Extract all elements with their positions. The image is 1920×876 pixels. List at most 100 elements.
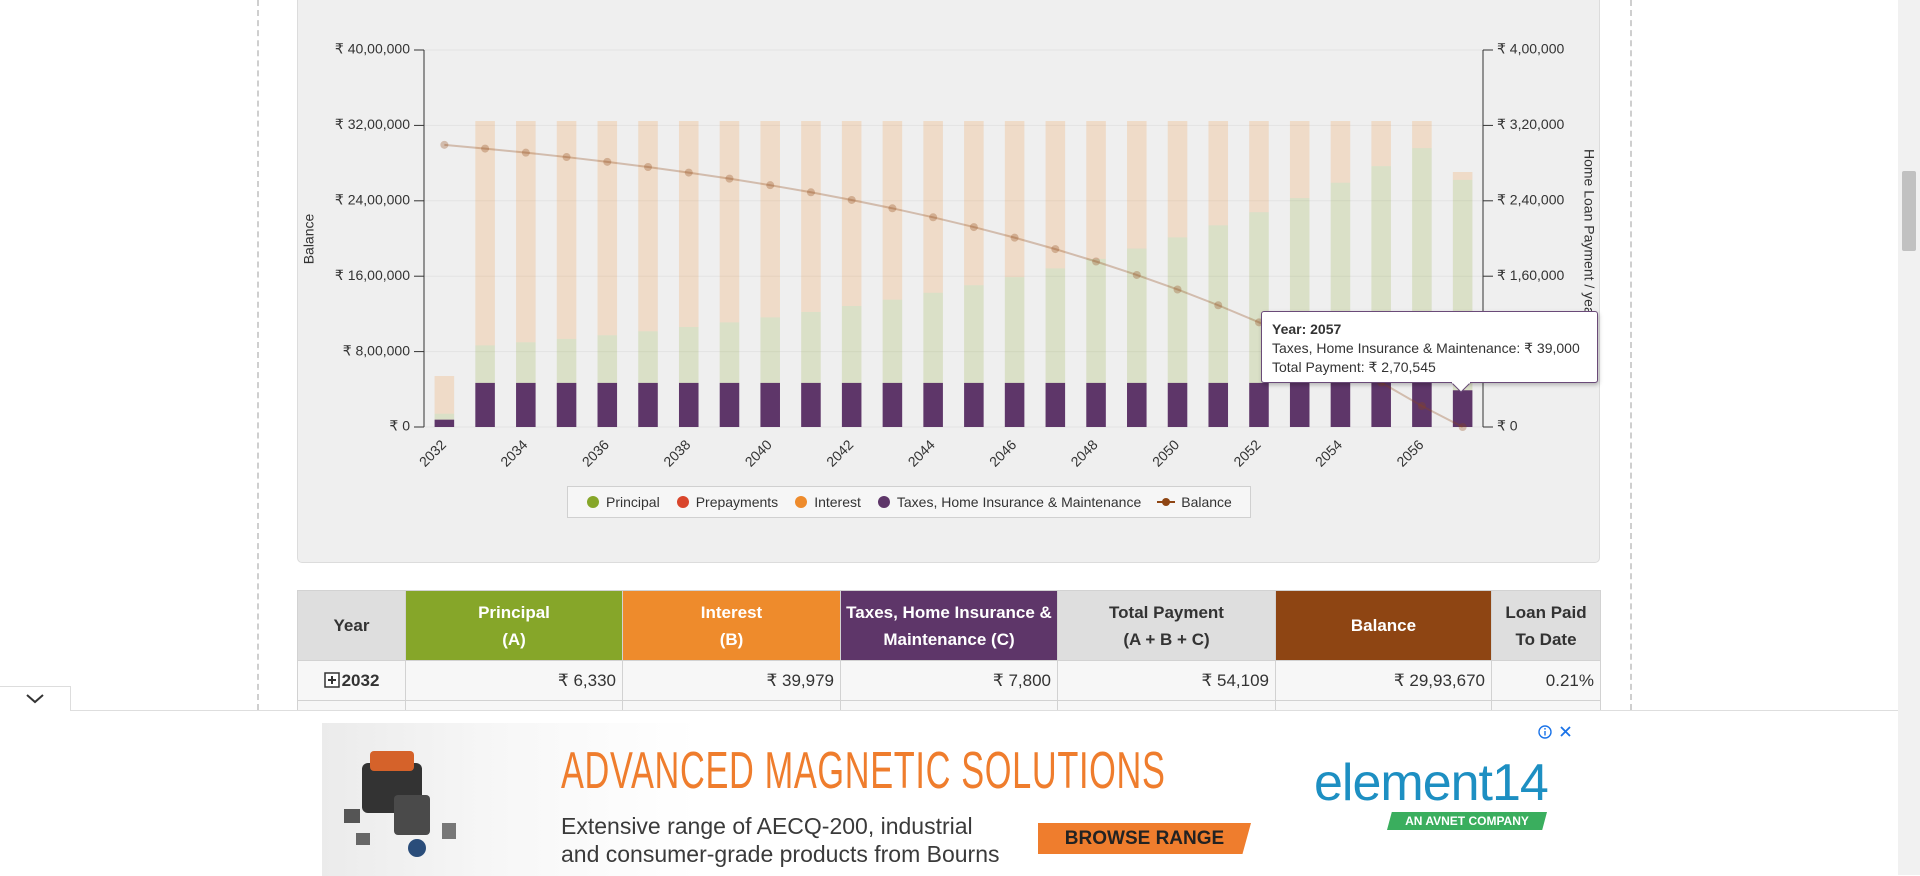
legend-dot [877, 496, 890, 508]
header-text: Maintenance (C) [883, 629, 1015, 649]
table-cell: ₹ 7,800 [840, 660, 1058, 701]
bar-segment [882, 121, 903, 300]
bar-segment [760, 121, 780, 318]
legend-label: Balance [1181, 494, 1232, 510]
bar-segment [1086, 121, 1106, 259]
bar-segment [923, 292, 943, 383]
scrollbar[interactable] [1898, 0, 1920, 875]
balance-point [684, 168, 693, 177]
bar-segment [1412, 121, 1432, 149]
x-tick-label: 2052 [1230, 436, 1263, 469]
balance-point [766, 181, 775, 190]
balance-point [1132, 270, 1141, 279]
balance-point [929, 213, 938, 222]
legend-label: Taxes, Home Insurance & Maintenance [896, 494, 1142, 510]
legend-item[interactable]: Balance [1157, 494, 1232, 510]
bar-segment [1452, 172, 1473, 180]
header-cell: Year [297, 590, 406, 661]
balance-point [1092, 257, 1101, 266]
bar-segment [760, 382, 780, 427]
tooltip-line: Taxes, Home Insurance & Maintenance: ₹ 3… [1272, 340, 1580, 356]
table-row: 2032 ₹ 6,330 ₹ 39,979 ₹ 7,800 ₹ 54,109 ₹… [297, 660, 1601, 701]
balance-point [847, 195, 856, 204]
ad-overlay: ADVANCED MAGNETIC SOLUTIONS Extensive ra… [0, 710, 1920, 876]
tooltip-line: Year: 2057 [1272, 321, 1342, 337]
bar-segment [1004, 382, 1025, 427]
balance-point [1010, 233, 1019, 242]
bar-segment [638, 121, 658, 332]
cell-text: 2032 [341, 670, 380, 690]
ad-button[interactable]: BROWSE RANGE [1038, 823, 1251, 854]
expand-icon[interactable] [323, 671, 340, 688]
x-tick-label: 2034 [497, 436, 530, 469]
header-text: (A + B + C) [1123, 629, 1210, 649]
bar-segment [801, 382, 821, 427]
bar-segment [801, 121, 821, 312]
ad-banner[interactable]: ADVANCED MAGNETIC SOLUTIONS Extensive ra… [322, 723, 1576, 876]
balance-point [1458, 423, 1467, 431]
bar-segment [556, 382, 577, 427]
x-tick-label: 2056 [1393, 436, 1426, 469]
tooltip-line: Total Payment: ₹ 2,70,545 [1272, 359, 1436, 375]
header-text: (A) [502, 629, 526, 649]
header-text: Year [333, 616, 370, 635]
bar-segment [1452, 390, 1473, 427]
bar-segment [923, 121, 943, 293]
balance-point [481, 144, 490, 153]
bar-segment [1289, 382, 1310, 427]
tooltip: Year: 2057 Taxes, Home Insurance & Maint… [1261, 311, 1598, 383]
legend-label: Principal [606, 494, 660, 510]
bar-segment [923, 382, 943, 427]
balance-point [1254, 318, 1263, 327]
x-tick-label: 2046 [986, 436, 1019, 469]
bar-segment [1249, 121, 1269, 213]
ad-text: Extensive range of AECQ-200, industrial [561, 813, 973, 839]
header-cell: Loan Paid To Date [1491, 590, 1601, 661]
bar-segment [434, 413, 455, 420]
legend-dot [795, 496, 808, 508]
bar-segment [1167, 237, 1188, 383]
bar-segment [1208, 382, 1229, 427]
bar-segment [556, 338, 577, 383]
x-tick-label: 2038 [660, 436, 693, 469]
y2-tick-label: ₹ 4,00,000 [1497, 41, 1565, 57]
legend-item[interactable]: Taxes, Home Insurance & Maintenance [877, 494, 1141, 510]
bar-segment [475, 382, 495, 427]
balance-point [562, 153, 571, 162]
bar-segment [1045, 268, 1066, 383]
y2-tick-label: ₹ 0 [1497, 418, 1518, 434]
bar-segment [882, 382, 903, 427]
ad-controls[interactable] [1538, 724, 1574, 741]
bar-segment [516, 382, 536, 427]
header-text: (B) [719, 629, 744, 649]
legend-marker [676, 496, 689, 508]
balance-point [644, 162, 653, 171]
collapse-ad-tab[interactable] [0, 686, 71, 711]
balance-point [603, 157, 612, 166]
y2-tick-label: ₹ 2,40,000 [1497, 192, 1565, 208]
scrollbar-thumb[interactable] [1902, 171, 1916, 251]
table-cell: ₹ 6,330 [405, 660, 623, 701]
y2-axis-title: Home Loan Payment / year [1581, 149, 1597, 320]
y-tick-label: ₹ 40,00,000 [335, 41, 410, 57]
chart: ₹ 0 ₹ 8,00,000 ₹ 16,00,000 ₹ 24,00,000 ₹ 32,… [301, 41, 1598, 470]
y-tick-label: ₹ 16,00,000 [335, 267, 410, 283]
bar-segment [1045, 382, 1066, 427]
table-cell: ₹ 54,109 [1057, 660, 1276, 701]
bar-segment [1412, 382, 1432, 427]
bar-segment [516, 342, 536, 383]
legend-item[interactable]: Interest [794, 494, 861, 510]
x-tick-label: 2044 [905, 436, 938, 469]
bar-segment [719, 121, 740, 323]
bar-segment [882, 299, 903, 383]
bar-segment [719, 322, 740, 383]
legend-item[interactable]: Prepayments [676, 494, 778, 510]
header-text: To Date [1515, 629, 1577, 649]
balance-point [521, 148, 530, 157]
balance-point [440, 140, 449, 149]
bar-segment [1127, 248, 1147, 383]
legend-item[interactable]: Principal [586, 494, 660, 510]
legend-marker [1157, 498, 1176, 506]
table-cell[interactable]: 2032 [297, 660, 406, 701]
